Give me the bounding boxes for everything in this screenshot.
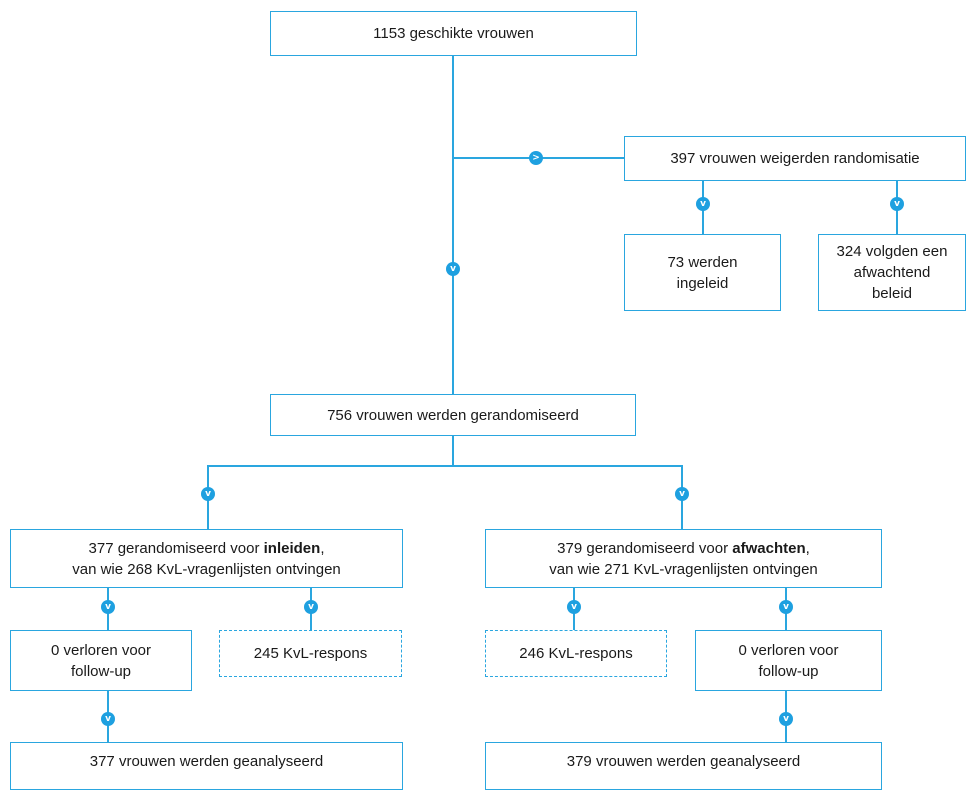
expectant-group-emphasis: afwachten xyxy=(732,539,806,557)
arrow-down-icon: v xyxy=(890,197,904,211)
induce-group-text: , xyxy=(320,539,325,557)
expectant-analysed-label: 379 vrouwen werden geanalyseerd xyxy=(566,753,801,770)
expectant-analysed-box: 379 vrouwen werden geanalyseerd xyxy=(485,742,882,790)
refused-expectant-label: afwachtend xyxy=(853,264,931,281)
induce-response-label: 245 KvL-respons xyxy=(253,645,368,662)
refused-expectant-label: 324 volgden een xyxy=(836,243,948,260)
arrow-down-icon: v xyxy=(779,600,793,614)
arrow-down-icon: v xyxy=(696,197,710,211)
induce-group-emphasis: inleiden xyxy=(263,539,321,557)
refused-randomisation-box: 397 vrouwen weigerden randomisatie xyxy=(624,136,966,181)
induce-lost-followup-box: 0 verloren voor follow-up xyxy=(10,630,192,691)
arrow-down-icon: v xyxy=(101,712,115,726)
expectant-response-box: 246 KvL-respons xyxy=(485,630,667,677)
expectant-group-text: , xyxy=(805,539,810,557)
expectant-group-text: 379 gerandomiseerd voor xyxy=(557,539,733,557)
arrow-down-icon: v xyxy=(675,487,689,501)
expectant-lost-label: 0 verloren voor xyxy=(738,641,839,659)
randomised-label: 756 vrouwen werden gerandomiseerd xyxy=(327,406,579,424)
connector-line xyxy=(452,436,454,466)
arrow-down-icon: v xyxy=(779,712,793,726)
induce-group-box: 377 gerandomiseerd voor inleiden, van wi… xyxy=(10,529,403,588)
induce-group-line2: van wie 268 KvL-vragenlijsten ontvingen xyxy=(72,560,341,578)
expectant-group-line2: van wie 271 KvL-vragenlijsten ontvingen xyxy=(549,560,818,578)
expectant-group-line1: 379 gerandomiseerd voor afwachten, xyxy=(549,538,818,559)
arrow-down-icon: v xyxy=(567,600,581,614)
induce-group-line1: 377 gerandomiseerd voor inleiden, xyxy=(72,538,341,559)
expectant-lost-followup-box: 0 verloren voor follow-up xyxy=(695,630,882,691)
expectant-lost-label: follow-up xyxy=(758,662,819,680)
induce-lost-label: 0 verloren voor xyxy=(50,641,152,659)
arrow-down-icon: v xyxy=(304,600,318,614)
induce-analysed-box: 377 vrouwen werden geanalyseerd xyxy=(10,742,403,790)
induce-lost-label: follow-up xyxy=(70,662,132,680)
induce-response-box: 245 KvL-respons xyxy=(219,630,402,677)
arrow-right-icon: > xyxy=(529,151,543,165)
connector-line xyxy=(452,56,454,394)
induce-group-text: 377 gerandomiseerd voor xyxy=(88,539,264,557)
arrow-down-icon: v xyxy=(201,487,215,501)
eligible-women-label: 1153 geschikte vrouwen xyxy=(373,25,534,42)
refused-induced-label: ingeleid xyxy=(676,274,729,292)
induce-analysed-label: 377 vrouwen werden geanalyseerd xyxy=(89,753,324,770)
expectant-group-box: 379 gerandomiseerd voor afwachten, van w… xyxy=(485,529,882,588)
refused-expectant-box: 324 volgden een afwachtend beleid xyxy=(818,234,966,311)
refused-induced-box: 73 werden ingeleid xyxy=(624,234,781,311)
expectant-response-label: 246 KvL-respons xyxy=(519,645,633,662)
arrow-down-icon: v xyxy=(446,262,460,276)
refused-expectant-label: beleid xyxy=(871,285,913,302)
arrow-down-icon: v xyxy=(101,600,115,614)
randomised-box: 756 vrouwen werden gerandomiseerd xyxy=(270,394,636,436)
connector-line xyxy=(207,465,683,467)
eligible-women-box: 1153 geschikte vrouwen xyxy=(270,11,637,56)
refused-randomisation-label: 397 vrouwen weigerden randomisatie xyxy=(670,150,920,167)
refused-induced-label: 73 werden xyxy=(667,253,738,271)
